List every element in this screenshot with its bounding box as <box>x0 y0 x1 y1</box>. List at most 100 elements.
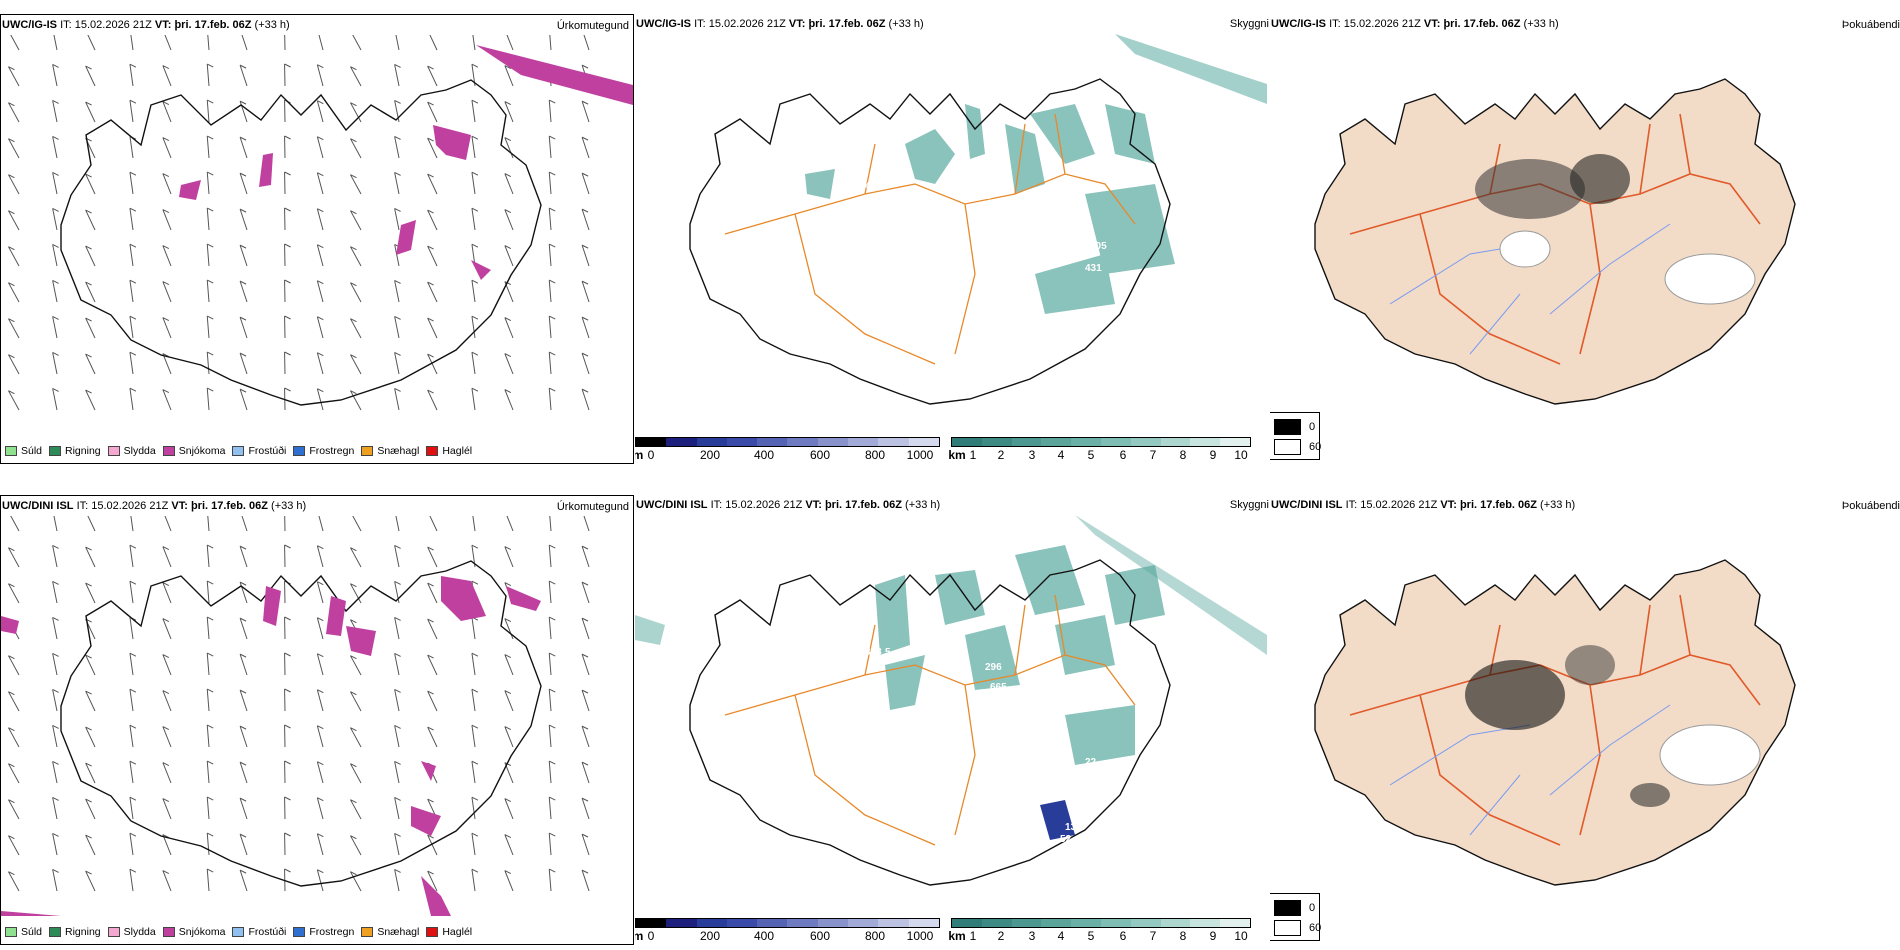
wind-barb <box>162 137 172 159</box>
km-ticks-row2: km 1 2 3 4 5 6 7 8 9 10 <box>948 929 1248 943</box>
wind-barb <box>504 353 514 375</box>
wind-barb <box>350 210 362 231</box>
wind-barb <box>129 351 137 375</box>
legend-swatch <box>107 446 120 456</box>
wind-barb <box>129 796 137 820</box>
fog-dark-areas <box>1465 645 1761 807</box>
wind-barb <box>581 280 590 303</box>
wind-barb <box>394 315 401 339</box>
wind-barb <box>548 724 556 748</box>
wind-barb <box>504 690 514 712</box>
wind-barb <box>394 135 401 159</box>
wind-barb <box>394 544 401 568</box>
wind-barb <box>239 617 248 640</box>
legend-swatch <box>49 446 62 456</box>
wind-barb <box>350 174 362 195</box>
legend-label: Frostregn <box>309 926 355 938</box>
wind-barb <box>316 689 324 712</box>
wind-barb <box>85 65 96 87</box>
wind-barb <box>8 655 20 676</box>
wind-barb <box>504 654 514 676</box>
wind-barb <box>472 35 476 51</box>
wind-barb <box>350 691 362 712</box>
wind-barb <box>239 653 248 676</box>
wind-barb <box>129 63 137 87</box>
visibility-panel-row2: UWC/DINI ISL IT: 15.02.2026 21Z VT: þri.… <box>635 495 1270 945</box>
wind-barb <box>581 833 590 856</box>
precip-map-row1 <box>8 35 633 411</box>
wind-barb <box>129 243 137 267</box>
wind-barb <box>427 209 438 231</box>
wind-barb <box>504 798 514 820</box>
wind-barb <box>427 582 438 604</box>
wind-barb <box>471 616 479 640</box>
wind-barb <box>504 173 514 195</box>
wind-barb <box>350 763 362 784</box>
visibility-value-label: 28 <box>880 226 892 237</box>
wind-barb <box>8 318 20 339</box>
wind-barb <box>548 387 556 411</box>
wind-barb <box>206 63 214 87</box>
wind-barb <box>239 545 248 568</box>
wind-barb <box>316 244 324 267</box>
wind-barb <box>239 316 248 339</box>
wind-barb <box>316 761 324 784</box>
legend-label: Slydda <box>123 926 156 938</box>
legend-swatch <box>426 927 439 937</box>
wind-barb <box>394 279 401 303</box>
wind-barb <box>162 654 172 676</box>
wind-barb <box>52 243 59 267</box>
legend-swatch <box>361 446 374 456</box>
wind-barb <box>350 583 362 604</box>
wind-barb <box>549 516 552 532</box>
wind-barb <box>129 832 137 856</box>
visibility-value-label: 665 <box>990 682 1007 693</box>
wind-barb <box>504 137 514 159</box>
visibility-tag-row1: Skyggni <box>1229 18 1269 30</box>
km-colorbar-row2: km 1 2 3 4 5 6 7 8 9 10 <box>948 918 1251 943</box>
wind-barb <box>8 835 20 856</box>
fog-tag-row2: Þokuábendi <box>1841 500 1900 512</box>
wind-barb <box>239 388 248 411</box>
visibility-value-label: 79 <box>925 627 937 638</box>
wind-barb <box>162 870 172 892</box>
fog-title-row1: UWC/IG-IS IT: 15.02.2026 21Z VT: þri. 17… <box>1271 18 1559 30</box>
wind-barb <box>52 171 59 195</box>
fog-dark-areas <box>1475 154 1756 305</box>
wind-barb <box>284 35 286 51</box>
wind-barb <box>8 763 20 784</box>
wind-barb <box>129 544 137 568</box>
precip-map-row2 <box>1 516 590 916</box>
wind-barb <box>548 171 556 195</box>
fog-key-row1: 0 60 <box>1270 412 1321 460</box>
wind-barb <box>52 616 59 640</box>
wind-barb <box>581 352 590 375</box>
wind-barb <box>471 868 479 892</box>
wind-barb <box>471 724 479 748</box>
wind-barb <box>581 761 590 784</box>
wind-barb <box>394 63 401 87</box>
wind-barb <box>52 387 59 411</box>
visibility-value-label: 87 <box>980 171 992 182</box>
wind-barb <box>52 315 59 339</box>
wind-barb <box>85 762 96 784</box>
wind-barb <box>581 545 590 568</box>
wind-barb <box>548 688 556 712</box>
km-colorbar-boxes <box>951 437 1251 447</box>
wind-barb <box>471 652 479 676</box>
wind-barb <box>316 316 324 339</box>
wind-barb <box>8 282 20 303</box>
legend-item: Haglél <box>426 926 472 938</box>
wind-barb <box>52 544 59 568</box>
wind-barb <box>350 102 362 123</box>
wind-barb <box>316 653 324 676</box>
visibility-value-label: 163 <box>975 206 992 217</box>
wind-barb <box>85 834 96 856</box>
wind-barb <box>52 796 59 820</box>
wind-barb <box>284 724 291 748</box>
visibility-value-label: 186 <box>990 717 1007 728</box>
legend-item: Slydda <box>107 926 156 938</box>
wind-barb <box>316 833 324 856</box>
wind-barb <box>284 351 291 375</box>
